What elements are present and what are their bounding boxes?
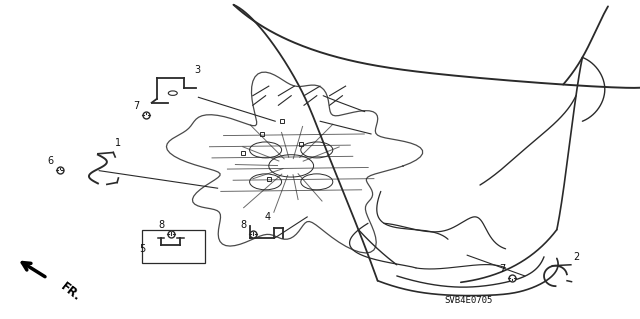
- Text: 6: 6: [47, 156, 53, 166]
- Text: 4: 4: [264, 212, 271, 222]
- Text: 2: 2: [573, 252, 579, 262]
- Text: SVB4E0705: SVB4E0705: [445, 296, 493, 305]
- Text: 1: 1: [115, 138, 122, 148]
- Text: 7: 7: [133, 101, 140, 111]
- Bar: [142, 230, 205, 263]
- Text: 3: 3: [194, 65, 200, 75]
- Text: 8: 8: [158, 220, 164, 230]
- Text: FR.: FR.: [58, 280, 83, 304]
- Text: 5: 5: [139, 244, 145, 254]
- Text: 8: 8: [240, 220, 246, 230]
- Text: 7: 7: [499, 264, 506, 274]
